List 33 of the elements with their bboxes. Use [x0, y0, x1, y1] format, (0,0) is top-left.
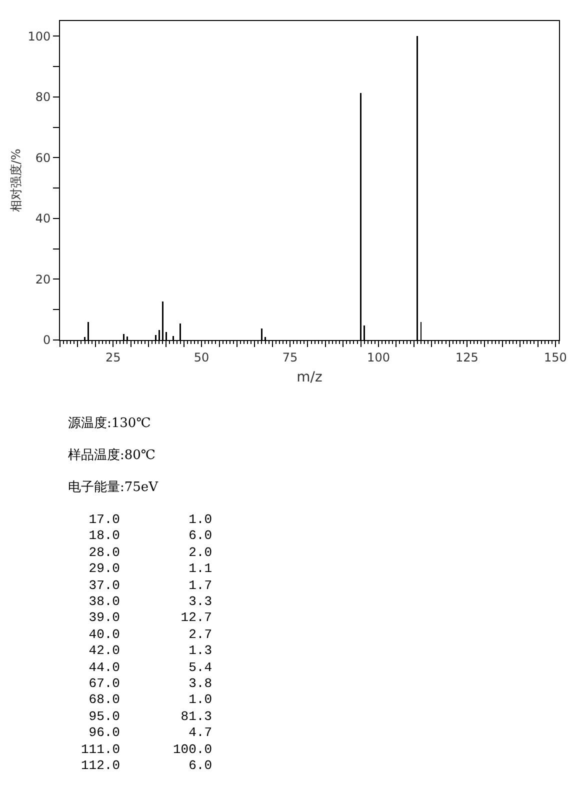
y-tick-label: 40: [35, 212, 51, 226]
x-tick-label: 100: [367, 350, 390, 364]
y-tick-label: 0: [42, 333, 51, 348]
text: 42.0 1.3: [88, 643, 212, 658]
y-axis-title: 相对强度/%: [8, 148, 23, 212]
text: 44.0 5.4: [88, 660, 212, 675]
text: 39.0 12.7: [88, 610, 212, 626]
text: 37.0 1.7: [88, 578, 212, 593]
text: 源温度:130℃: [68, 415, 152, 433]
text: 95.0 81.3: [88, 708, 212, 724]
x-tick-label: 150: [544, 350, 567, 364]
y-tick-label: 60: [35, 150, 51, 165]
text: 68.0 1.0: [88, 692, 212, 708]
text: 111.0 100.0: [80, 742, 212, 757]
text: 29.0 1.1: [88, 561, 212, 576]
text: 17.0 1.0: [88, 512, 212, 527]
x-tick-label: 50: [194, 350, 210, 364]
text: 40.0 2.7: [88, 626, 212, 642]
text: 67.0 3.8: [88, 676, 212, 692]
x-axis-title: m/z: [296, 370, 322, 386]
y-tick-label: 20: [35, 272, 51, 286]
text: 112.0 6.0: [80, 758, 212, 774]
x-tick-label: 75: [282, 350, 298, 364]
text: 电子能量:75eV: [68, 479, 158, 497]
x-tick-label: 125: [456, 350, 478, 364]
x-tick-label: 25: [105, 350, 121, 364]
y-tick-label: 80: [35, 90, 51, 104]
text: 18.0 6.0: [88, 528, 212, 544]
text: 28.0 2.0: [88, 544, 212, 560]
text: 96.0 4.7: [88, 725, 212, 740]
text: 38.0 3.3: [88, 594, 212, 610]
text: 样品温度:80℃: [68, 447, 156, 465]
y-tick-label: 100: [28, 29, 51, 44]
